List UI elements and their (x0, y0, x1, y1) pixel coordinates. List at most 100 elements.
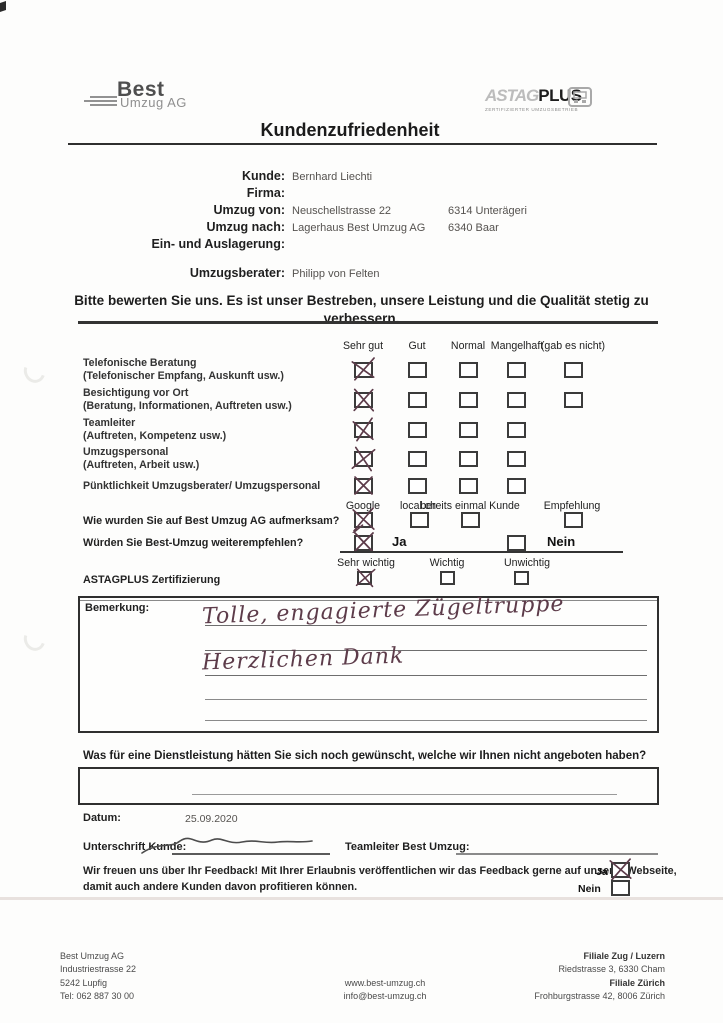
date-row: Datum: 25.09.2020 (0, 812, 723, 840)
checkbox-normal (459, 478, 478, 494)
feedback-ja-label: Ja (596, 866, 608, 878)
header-unwichtig: Unwichtig (504, 557, 550, 569)
row-label: Teamleiter (83, 417, 136, 429)
footer-company-address: Best Umzug AG Industriestrasse 22 5242 L… (60, 951, 137, 1002)
footer-branches: Filiale Zug / Luzern Riedstrasse 3, 6330… (534, 951, 665, 1002)
field-value-city: 6314 Unterägeri (448, 205, 527, 217)
astag-label: ASTAGPLUS Zertifizierung (83, 574, 221, 586)
logo-speed-line (90, 96, 117, 98)
option-header-localch: local.ch (400, 500, 436, 512)
col-header-sehr-gut: Sehr gut (342, 340, 384, 352)
row-sublabel: (Telefonischer Empfang, Auskunft usw.) (83, 369, 284, 382)
rating-row-telefonische-beratung: Telefonische Beratung (Telefonischer Empf… (0, 357, 723, 385)
row-label: Besichtigung vor Ort (83, 387, 189, 399)
checkbox-gut (408, 478, 427, 494)
checkbox-empfehlung (564, 512, 583, 528)
info-row-berater: Umzugsberater: Philipp von Felten (0, 266, 723, 282)
astag-plus-logo: ASTAGPLUS ZERTIFIZIERTER UMZUGSBETRIEB (485, 86, 630, 112)
rating-row-besichtigung: Besichtigung vor Ort (Beratung, Informati… (0, 387, 723, 415)
col-header-mangelhaft: Mangelhaft (490, 340, 544, 352)
handwritten-remark-line2: Herzlichen Dank (201, 643, 405, 676)
checkbox-normal (459, 392, 478, 408)
rating-row-teamleiter: Teamleiter (Auftreten, Kompetenz usw.) (0, 417, 723, 445)
info-row-umzug-von: Umzug von: Neuschellstrasse 22 6314 Unte… (0, 203, 723, 219)
signature-row: Unterschrift Kunde: Teamleiter Best Umzu… (0, 837, 723, 869)
field-label: Firma: (246, 186, 285, 200)
logo-subtitle: Umzug AG (120, 95, 187, 110)
info-row-firma: Firma: (0, 186, 723, 202)
website-link: www.best-umzug.ch (344, 978, 426, 988)
footer-divider (0, 897, 723, 900)
ruled-line (205, 699, 647, 700)
checkbox-gut (408, 422, 427, 438)
field-value: Philipp von Felten (292, 268, 380, 280)
row-sublabel: (Beratung, Informationen, Auftreten usw.… (83, 399, 292, 412)
email-link: info@best-umzug.ch (343, 991, 427, 1002)
field-label: Umzugsberater: (189, 266, 285, 280)
section-divider (78, 321, 658, 324)
title-divider (68, 143, 657, 145)
handwritten-remark-line1: Tolle, engagierte Zügeltruppe (201, 591, 565, 630)
col-header-gab-es-nicht: (gab es nicht) (540, 340, 606, 352)
checkbox-normal (459, 451, 478, 467)
remarks-label: Bemerkung: (85, 602, 150, 614)
header-sehr-wichtig: Sehr wichtig (337, 557, 395, 569)
ja-label: Ja (392, 534, 407, 549)
date-value: 25.09.2020 (185, 813, 238, 825)
field-value: Lagerhaus Best Umzug AG (292, 222, 426, 234)
checkbox-mangelhaft (507, 422, 526, 438)
footer-contact: www.best-umzug.ch info@best-umzug.ch (344, 977, 427, 1004)
question-aufmerksam: Wie wurden Sie auf Best Umzug AG aufmerk… (83, 515, 340, 527)
punch-hole-bottom (20, 624, 49, 655)
best-umzug-logo: Best Umzug AG (84, 78, 204, 112)
checkbox-gut (408, 362, 427, 378)
col-header-gut: Gut (408, 340, 426, 352)
page-title: Kundenzufriedenheit (260, 120, 440, 140)
info-row-auslagerung: Ein- und Auslagerung: (0, 237, 723, 253)
x-mark (350, 473, 377, 498)
row-label: Umzugspersonal (83, 446, 169, 458)
answer-divider (340, 551, 623, 553)
plus-wordmark: PLUS (538, 86, 582, 105)
checkbox-sehr-gut-checked (351, 446, 376, 472)
checkbox-sehr-gut-checked (353, 388, 375, 412)
nein-label: Nein (547, 534, 576, 549)
checkbox-normal (459, 362, 478, 378)
signature-teamleader-label: Teamleiter Best Umzug: (345, 841, 470, 853)
checkbox-normal (459, 422, 478, 438)
checkbox-feedback-nein (611, 880, 630, 896)
signature-line-teamleader (456, 853, 658, 855)
checkbox-mangelhaft (507, 451, 526, 467)
customer-signature (140, 831, 330, 862)
ruled-line (205, 625, 647, 626)
ruled-line (205, 720, 647, 721)
x-mark (349, 445, 378, 472)
logo-speed-line (90, 104, 117, 106)
checkbox-mangelhaft (507, 362, 526, 378)
checkbox-sehr-wichtig-checked (355, 568, 376, 588)
ruled-line (205, 675, 647, 676)
x-mark (349, 356, 378, 383)
field-label: Umzug von: (213, 203, 285, 217)
checkbox-gut (408, 451, 427, 467)
field-value: Neuschellstrasse 22 (292, 205, 392, 217)
truck-icon (567, 86, 593, 113)
checkbox-unwichtig (514, 571, 529, 585)
checkbox-mangelhaft (507, 478, 526, 494)
row-sublabel: (Auftreten, Arbeit usw.) (83, 458, 200, 471)
option-header-bereits-kunde: bereits einmal Kunde (420, 500, 520, 512)
remarks-box: Bemerkung: Tolle, engagierte Zügeltruppe… (78, 592, 659, 733)
header-wichtig: Wichtig (429, 557, 465, 569)
checkbox-gab-es-nicht (564, 362, 583, 378)
x-mark (349, 386, 378, 413)
checkbox-bereits-kunde (461, 512, 480, 528)
row-sublabel: (Auftreten, Kompetenz usw.) (83, 429, 227, 442)
checkbox-mangelhaft (507, 392, 526, 408)
field-value-city: 6340 Baar (448, 222, 499, 234)
checkbox-nein (507, 535, 526, 551)
astag-certified-text: ZERTIFIZIERTER UMZUGSBETRIEB (485, 107, 579, 112)
checkbox-sehr-gut-checked (352, 417, 374, 442)
checkbox-sehr-gut-checked (351, 357, 375, 381)
info-row-umzug-nach: Umzug nach: Lagerhaus Best Umzug AG 6340… (0, 220, 723, 236)
